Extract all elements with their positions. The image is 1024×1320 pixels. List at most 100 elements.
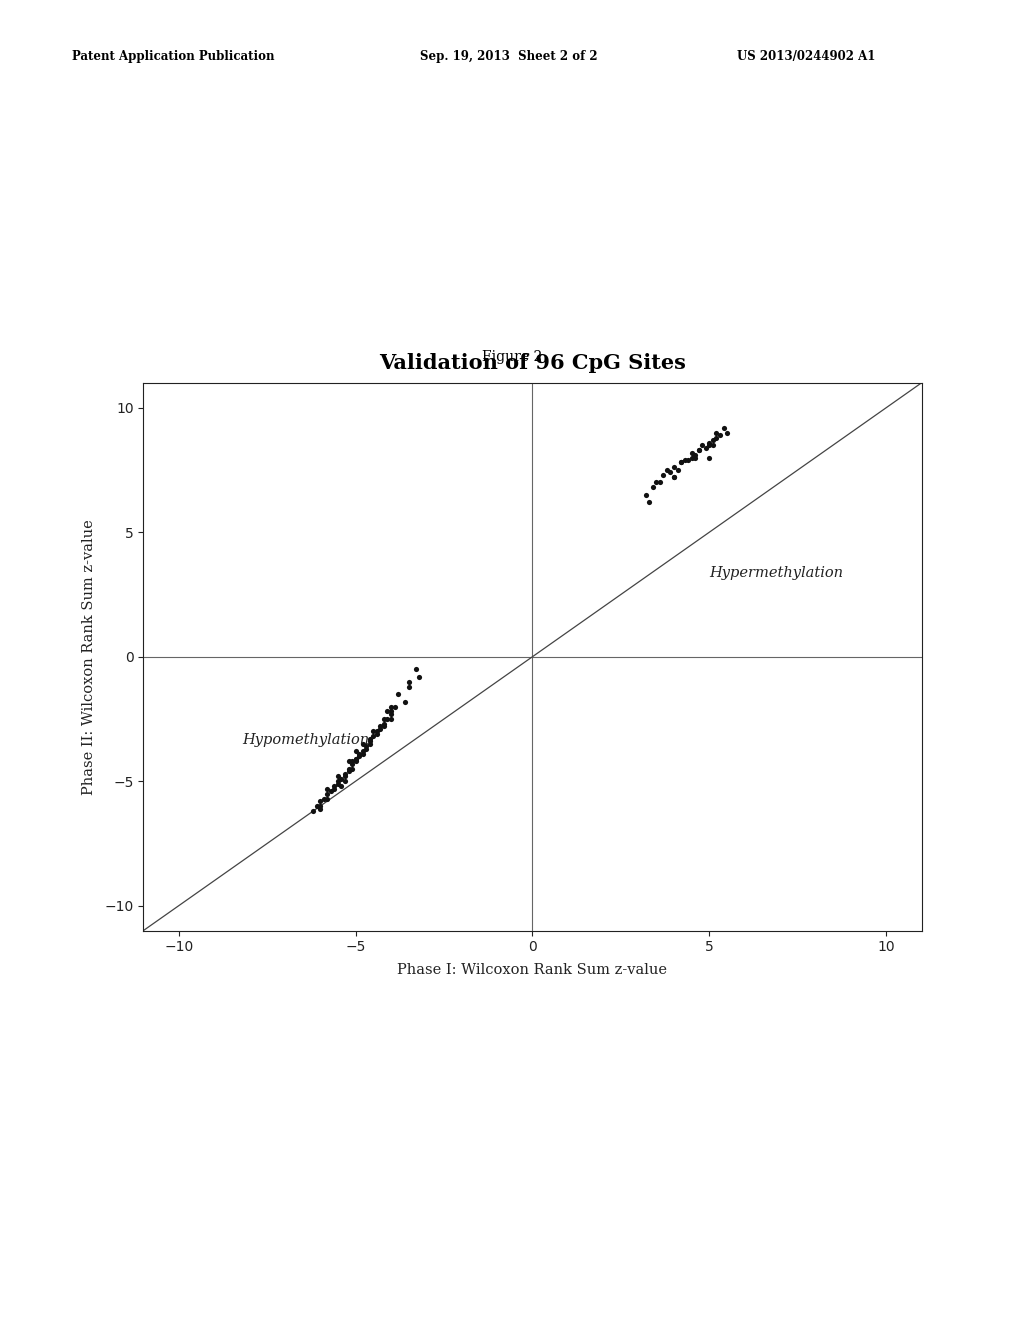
Point — [366, 721, 382, 742]
Point — [319, 788, 336, 809]
Point — [344, 751, 360, 772]
Title: Validation of 96 CpG Sites: Validation of 96 CpG Sites — [379, 352, 686, 374]
Point — [333, 768, 349, 789]
Point — [383, 709, 399, 730]
Point — [666, 457, 682, 478]
Point — [344, 754, 360, 775]
Point — [361, 729, 378, 750]
Text: Patent Application Publication: Patent Application Publication — [72, 50, 274, 63]
X-axis label: Phase I: Wilcoxon Rank Sum z-value: Phase I: Wilcoxon Rank Sum z-value — [397, 962, 668, 977]
Point — [312, 799, 329, 820]
Point — [340, 760, 356, 781]
Point — [315, 788, 332, 809]
Point — [319, 777, 336, 799]
Text: US 2013/0244902 A1: US 2013/0244902 A1 — [737, 50, 876, 63]
Point — [670, 459, 686, 480]
Point — [337, 771, 353, 792]
Point — [655, 465, 672, 486]
Point — [337, 763, 353, 784]
Point — [369, 723, 385, 744]
Point — [312, 791, 329, 812]
Point — [716, 417, 732, 438]
Point — [701, 434, 718, 455]
Point — [376, 709, 392, 730]
Point — [712, 425, 728, 446]
Point — [709, 428, 725, 449]
Point — [690, 440, 707, 461]
Point — [701, 447, 718, 469]
Text: Sep. 19, 2013  Sheet 2 of 2: Sep. 19, 2013 Sheet 2 of 2 — [420, 50, 597, 63]
Point — [379, 709, 395, 730]
Point — [397, 690, 414, 711]
Point — [347, 741, 364, 762]
Point — [308, 796, 325, 817]
Point — [379, 701, 395, 722]
Point — [666, 467, 682, 488]
Point — [683, 447, 699, 469]
Point — [386, 696, 402, 717]
Point — [383, 696, 399, 717]
Point — [680, 449, 696, 470]
Point — [697, 437, 714, 458]
Point — [354, 741, 371, 762]
Point — [351, 746, 368, 767]
Point — [330, 774, 346, 795]
Point — [701, 432, 718, 453]
Point — [690, 440, 707, 461]
Point — [319, 783, 336, 804]
Point — [638, 484, 654, 506]
Point — [651, 471, 668, 492]
Point — [400, 671, 417, 692]
Point — [687, 447, 703, 469]
Point — [663, 462, 679, 483]
Point — [390, 684, 407, 705]
Point — [361, 731, 378, 752]
Point — [354, 743, 371, 764]
Point — [677, 449, 693, 470]
Point — [330, 766, 346, 787]
Point — [340, 751, 356, 772]
Point — [705, 429, 721, 450]
Point — [347, 751, 364, 772]
Point — [312, 796, 329, 817]
Point — [369, 721, 385, 742]
Point — [358, 738, 375, 759]
Point — [400, 676, 417, 697]
Point — [372, 718, 388, 739]
Point — [411, 667, 427, 688]
Point — [372, 715, 388, 737]
Point — [641, 492, 657, 513]
Point — [376, 715, 392, 737]
Point — [648, 471, 665, 492]
Point — [666, 467, 682, 488]
Text: Figure 2: Figure 2 — [482, 350, 542, 364]
Point — [323, 780, 339, 801]
Point — [351, 743, 368, 764]
Point — [347, 748, 364, 770]
Point — [327, 777, 343, 799]
Point — [376, 713, 392, 734]
Point — [361, 734, 378, 755]
Point — [330, 771, 346, 792]
Y-axis label: Phase II: Wilcoxon Rank Sum z-value: Phase II: Wilcoxon Rank Sum z-value — [82, 519, 96, 795]
Point — [673, 451, 689, 473]
Point — [408, 659, 424, 680]
Point — [709, 422, 725, 444]
Point — [383, 701, 399, 722]
Point — [719, 422, 735, 444]
Point — [327, 776, 343, 797]
Point — [358, 735, 375, 756]
Point — [705, 434, 721, 455]
Point — [333, 776, 349, 797]
Point — [694, 434, 711, 455]
Point — [337, 766, 353, 787]
Point — [687, 445, 703, 466]
Point — [366, 726, 382, 747]
Point — [673, 451, 689, 473]
Point — [354, 734, 371, 755]
Point — [344, 758, 360, 779]
Point — [383, 704, 399, 725]
Point — [658, 459, 675, 480]
Point — [347, 748, 364, 770]
Text: Hypermethylation: Hypermethylation — [710, 566, 844, 579]
